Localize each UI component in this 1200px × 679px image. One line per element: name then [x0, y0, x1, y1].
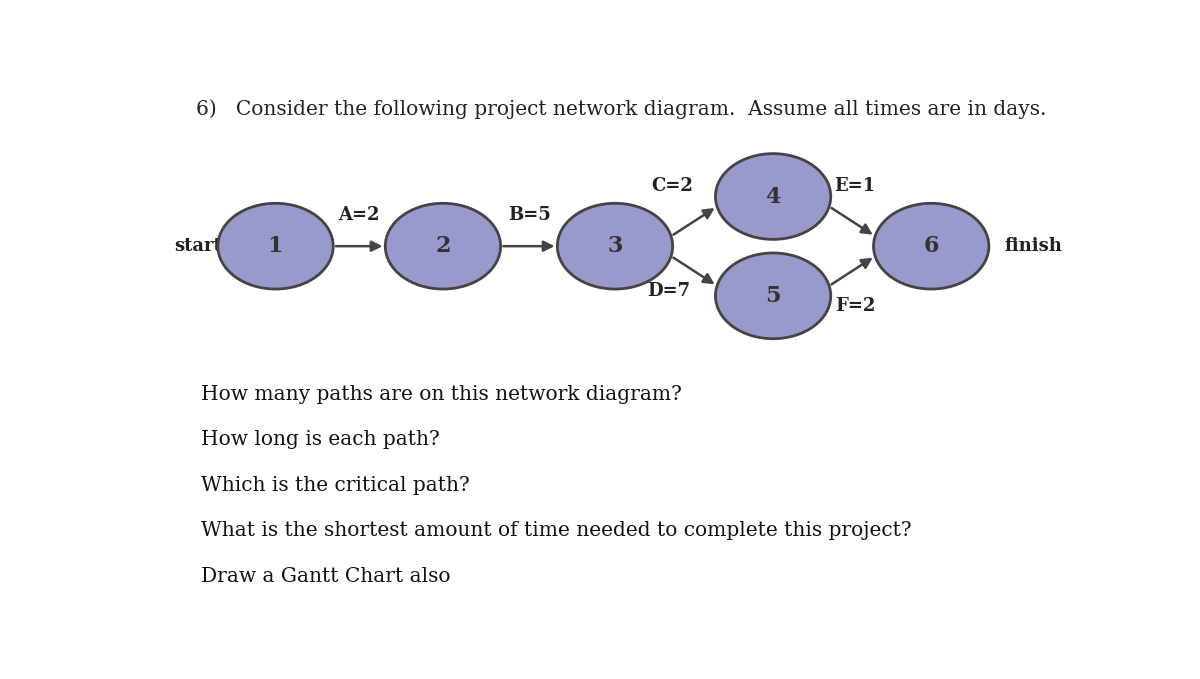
Ellipse shape [385, 203, 500, 289]
Text: 6: 6 [924, 235, 938, 257]
Text: D=7: D=7 [647, 282, 690, 299]
Text: What is the shortest amount of time needed to complete this project?: What is the shortest amount of time need… [202, 521, 912, 540]
Text: How many paths are on this network diagram?: How many paths are on this network diagr… [202, 385, 682, 404]
Text: 2: 2 [436, 235, 451, 257]
Ellipse shape [715, 253, 830, 339]
Text: 5: 5 [766, 285, 781, 307]
Text: How long is each path?: How long is each path? [202, 430, 440, 449]
Ellipse shape [715, 153, 830, 240]
Text: Draw a Gantt Chart also: Draw a Gantt Chart also [202, 567, 451, 586]
Text: finish: finish [1004, 237, 1062, 255]
Text: E=1: E=1 [834, 177, 876, 195]
Text: 4: 4 [766, 185, 781, 208]
Text: start: start [174, 237, 222, 255]
Text: 6)   Consider the following project network diagram.  Assume all times are in da: 6) Consider the following project networ… [197, 100, 1046, 120]
Text: F=2: F=2 [835, 297, 875, 315]
Text: A=2: A=2 [338, 206, 380, 224]
Text: B=5: B=5 [508, 206, 551, 224]
Text: C=2: C=2 [652, 177, 694, 195]
Text: 1: 1 [268, 235, 283, 257]
Ellipse shape [218, 203, 334, 289]
Ellipse shape [557, 203, 673, 289]
Text: 3: 3 [607, 235, 623, 257]
Ellipse shape [874, 203, 989, 289]
Text: Which is the critical path?: Which is the critical path? [202, 476, 470, 495]
